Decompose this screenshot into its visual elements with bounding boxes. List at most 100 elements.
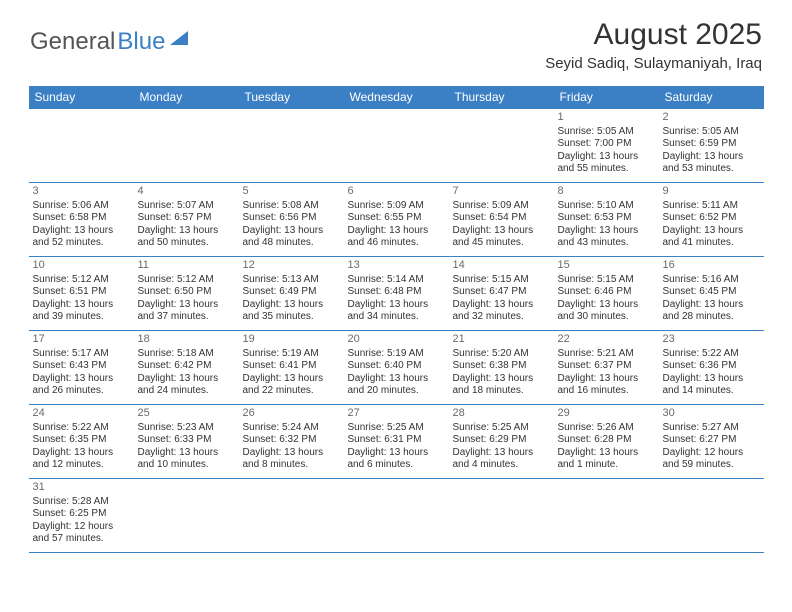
day-number: 9: [663, 185, 760, 199]
daylight-text: Daylight: 13 hours and 41 minutes.: [663, 225, 760, 250]
day-header-row: SundayMondayTuesdayWednesdayThursdayFrid…: [29, 86, 764, 109]
sunset-text: Sunset: 6:46 PM: [558, 286, 655, 299]
sunrise-text: Sunrise: 5:17 AM: [33, 348, 130, 361]
day-header: Friday: [554, 86, 659, 109]
daylight-text: Daylight: 13 hours and 8 minutes.: [243, 447, 340, 472]
calendar-day-cell: 19Sunrise: 5:19 AMSunset: 6:41 PMDayligh…: [239, 331, 344, 405]
calendar-empty-cell: [239, 479, 344, 553]
daylight-text: Daylight: 13 hours and 24 minutes.: [138, 373, 235, 398]
month-title: August 2025: [545, 18, 762, 52]
daylight-text: Daylight: 13 hours and 10 minutes.: [138, 447, 235, 472]
logo-text-2: Blue: [117, 28, 165, 56]
sunrise-text: Sunrise: 5:19 AM: [348, 348, 445, 361]
sunrise-text: Sunrise: 5:22 AM: [663, 348, 760, 361]
daylight-text: Daylight: 13 hours and 22 minutes.: [243, 373, 340, 398]
calendar-day-cell: 11Sunrise: 5:12 AMSunset: 6:50 PMDayligh…: [134, 257, 239, 331]
daylight-text: Daylight: 13 hours and 39 minutes.: [33, 299, 130, 324]
daylight-text: Daylight: 13 hours and 28 minutes.: [663, 299, 760, 324]
daylight-text: Daylight: 13 hours and 53 minutes.: [663, 151, 760, 176]
calendar-table: SundayMondayTuesdayWednesdayThursdayFrid…: [29, 86, 764, 553]
sunset-text: Sunset: 6:37 PM: [558, 360, 655, 373]
calendar-empty-cell: [554, 479, 659, 553]
sunset-text: Sunset: 6:51 PM: [33, 286, 130, 299]
daylight-text: Daylight: 13 hours and 1 minute.: [558, 447, 655, 472]
sunrise-text: Sunrise: 5:13 AM: [243, 274, 340, 287]
sunset-text: Sunset: 6:33 PM: [138, 434, 235, 447]
sunset-text: Sunset: 6:38 PM: [453, 360, 550, 373]
sunrise-text: Sunrise: 5:12 AM: [138, 274, 235, 287]
daylight-text: Daylight: 12 hours and 59 minutes.: [663, 447, 760, 472]
calendar-day-cell: 10Sunrise: 5:12 AMSunset: 6:51 PMDayligh…: [29, 257, 134, 331]
sunrise-text: Sunrise: 5:11 AM: [663, 200, 760, 213]
day-number: 16: [663, 259, 760, 273]
day-number: 7: [453, 185, 550, 199]
calendar-day-cell: 12Sunrise: 5:13 AMSunset: 6:49 PMDayligh…: [239, 257, 344, 331]
sunset-text: Sunset: 6:52 PM: [663, 212, 760, 225]
sunset-text: Sunset: 6:43 PM: [33, 360, 130, 373]
calendar-day-cell: 9Sunrise: 5:11 AMSunset: 6:52 PMDaylight…: [659, 183, 764, 257]
calendar-day-cell: 21Sunrise: 5:20 AMSunset: 6:38 PMDayligh…: [449, 331, 554, 405]
calendar-day-cell: 23Sunrise: 5:22 AMSunset: 6:36 PMDayligh…: [659, 331, 764, 405]
sunrise-text: Sunrise: 5:20 AM: [453, 348, 550, 361]
calendar-row: 31Sunrise: 5:28 AMSunset: 6:25 PMDayligh…: [29, 479, 764, 553]
calendar-day-cell: 18Sunrise: 5:18 AMSunset: 6:42 PMDayligh…: [134, 331, 239, 405]
day-header: Tuesday: [239, 86, 344, 109]
calendar-empty-cell: [659, 479, 764, 553]
sunrise-text: Sunrise: 5:16 AM: [663, 274, 760, 287]
daylight-text: Daylight: 12 hours and 57 minutes.: [33, 521, 130, 546]
day-header: Wednesday: [344, 86, 449, 109]
sunrise-text: Sunrise: 5:05 AM: [663, 126, 760, 139]
sunset-text: Sunset: 6:59 PM: [663, 138, 760, 151]
sunset-text: Sunset: 6:48 PM: [348, 286, 445, 299]
calendar-day-cell: 31Sunrise: 5:28 AMSunset: 6:25 PMDayligh…: [29, 479, 134, 553]
sunset-text: Sunset: 6:35 PM: [33, 434, 130, 447]
calendar-body: 1Sunrise: 5:05 AMSunset: 7:00 PMDaylight…: [29, 109, 764, 553]
daylight-text: Daylight: 13 hours and 46 minutes.: [348, 225, 445, 250]
day-number: 19: [243, 333, 340, 347]
calendar-empty-cell: [344, 109, 449, 183]
day-number: 25: [138, 407, 235, 421]
calendar-day-cell: 13Sunrise: 5:14 AMSunset: 6:48 PMDayligh…: [344, 257, 449, 331]
day-number: 5: [243, 185, 340, 199]
calendar-day-cell: 17Sunrise: 5:17 AMSunset: 6:43 PMDayligh…: [29, 331, 134, 405]
sunrise-text: Sunrise: 5:05 AM: [558, 126, 655, 139]
calendar-day-cell: 24Sunrise: 5:22 AMSunset: 6:35 PMDayligh…: [29, 405, 134, 479]
title-block: August 2025 Seyid Sadiq, Sulaymaniyah, I…: [545, 18, 762, 72]
day-number: 26: [243, 407, 340, 421]
sunrise-text: Sunrise: 5:21 AM: [558, 348, 655, 361]
day-number: 18: [138, 333, 235, 347]
sunrise-text: Sunrise: 5:26 AM: [558, 422, 655, 435]
location-text: Seyid Sadiq, Sulaymaniyah, Iraq: [545, 55, 762, 72]
daylight-text: Daylight: 13 hours and 45 minutes.: [453, 225, 550, 250]
calendar-empty-cell: [449, 479, 554, 553]
daylight-text: Daylight: 13 hours and 35 minutes.: [243, 299, 340, 324]
day-number: 21: [453, 333, 550, 347]
sunset-text: Sunset: 6:40 PM: [348, 360, 445, 373]
sunrise-text: Sunrise: 5:22 AM: [33, 422, 130, 435]
calendar-row: 10Sunrise: 5:12 AMSunset: 6:51 PMDayligh…: [29, 257, 764, 331]
sunset-text: Sunset: 6:32 PM: [243, 434, 340, 447]
daylight-text: Daylight: 13 hours and 6 minutes.: [348, 447, 445, 472]
calendar-empty-cell: [29, 109, 134, 183]
daylight-text: Daylight: 13 hours and 18 minutes.: [453, 373, 550, 398]
sunrise-text: Sunrise: 5:06 AM: [33, 200, 130, 213]
sunrise-text: Sunrise: 5:10 AM: [558, 200, 655, 213]
sunrise-text: Sunrise: 5:25 AM: [453, 422, 550, 435]
sunrise-text: Sunrise: 5:12 AM: [33, 274, 130, 287]
calendar-day-cell: 27Sunrise: 5:25 AMSunset: 6:31 PMDayligh…: [344, 405, 449, 479]
day-header: Thursday: [449, 86, 554, 109]
page-header: GeneralBlue August 2025 Seyid Sadiq, Sul…: [0, 0, 792, 80]
sunrise-text: Sunrise: 5:19 AM: [243, 348, 340, 361]
calendar-day-cell: 29Sunrise: 5:26 AMSunset: 6:28 PMDayligh…: [554, 405, 659, 479]
calendar-row: 3Sunrise: 5:06 AMSunset: 6:58 PMDaylight…: [29, 183, 764, 257]
sunrise-text: Sunrise: 5:25 AM: [348, 422, 445, 435]
calendar-row: 24Sunrise: 5:22 AMSunset: 6:35 PMDayligh…: [29, 405, 764, 479]
sunset-text: Sunset: 6:50 PM: [138, 286, 235, 299]
sunset-text: Sunset: 6:53 PM: [558, 212, 655, 225]
calendar-day-cell: 4Sunrise: 5:07 AMSunset: 6:57 PMDaylight…: [134, 183, 239, 257]
day-number: 11: [138, 259, 235, 273]
daylight-text: Daylight: 13 hours and 55 minutes.: [558, 151, 655, 176]
sunset-text: Sunset: 6:36 PM: [663, 360, 760, 373]
sunset-text: Sunset: 6:42 PM: [138, 360, 235, 373]
daylight-text: Daylight: 13 hours and 30 minutes.: [558, 299, 655, 324]
